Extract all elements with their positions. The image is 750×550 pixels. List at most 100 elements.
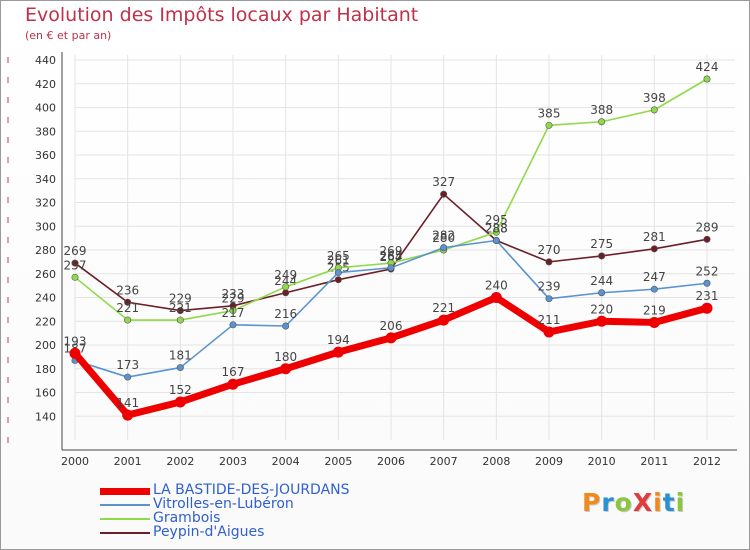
data-point <box>280 363 292 375</box>
data-label: 229 <box>222 292 245 306</box>
y-tick-label: 180 <box>35 363 56 376</box>
data-point <box>282 283 290 291</box>
data-label: 288 <box>485 222 508 236</box>
y-tick-label: 200 <box>35 339 56 352</box>
y-tick-label: 140 <box>35 410 56 423</box>
data-point <box>387 264 395 272</box>
data-label: 236 <box>116 283 139 297</box>
data-point <box>176 307 184 315</box>
x-tick-label: 2007 <box>430 455 458 468</box>
data-label: 249 <box>274 268 297 282</box>
chart-subtitle: (en € et par an) <box>25 29 112 42</box>
logo-letter: P <box>582 488 602 517</box>
data-label: 231 <box>696 289 719 303</box>
data-point <box>124 298 132 306</box>
data-label: 288 <box>485 222 508 236</box>
data-point <box>703 75 711 83</box>
data-point <box>69 347 81 359</box>
data-label: 270 <box>538 243 561 257</box>
legend-label: Grambois <box>153 510 221 526</box>
data-point <box>650 106 658 114</box>
data-label: 269 <box>64 244 87 258</box>
data-label: 206 <box>380 319 403 333</box>
data-point <box>174 396 186 408</box>
data-label: 281 <box>643 230 666 244</box>
data-label: 167 <box>222 365 245 379</box>
data-point <box>71 259 79 267</box>
x-tick-label: 2004 <box>272 455 300 468</box>
data-label: 265 <box>327 249 350 263</box>
logo-letter: r <box>601 488 615 517</box>
legend-swatch <box>100 518 150 520</box>
data-label: 229 <box>169 292 192 306</box>
data-point <box>650 285 658 293</box>
data-label: 221 <box>116 301 139 315</box>
data-point <box>440 190 448 198</box>
data-label: 141 <box>116 396 139 410</box>
logo-letter: i <box>675 488 686 517</box>
data-label: 193 <box>64 334 87 348</box>
y-tick-label: 440 <box>35 54 56 67</box>
data-point <box>334 269 342 277</box>
data-point <box>492 237 500 245</box>
data-point <box>703 235 711 243</box>
data-label: 221 <box>169 301 192 315</box>
data-point <box>440 244 448 252</box>
data-label: 424 <box>696 60 719 74</box>
data-label: 261 <box>327 254 350 268</box>
data-point <box>648 316 660 328</box>
data-point <box>543 326 555 338</box>
data-point <box>176 316 184 324</box>
data-point <box>650 245 658 253</box>
data-label: 289 <box>696 220 719 234</box>
y-tick-label: 400 <box>35 102 56 115</box>
x-tick-label: 2000 <box>61 455 89 468</box>
x-tick-label: 2011 <box>640 455 668 468</box>
data-label: 220 <box>590 302 613 316</box>
data-point <box>334 276 342 284</box>
data-label: 282 <box>432 229 455 243</box>
x-tick-label: 2006 <box>377 455 405 468</box>
logo-letter: X <box>632 488 654 517</box>
data-point <box>490 292 502 303</box>
data-label: 239 <box>538 280 561 294</box>
data-label: 388 <box>590 103 613 117</box>
data-label: 264 <box>380 250 403 264</box>
x-tick-label: 2001 <box>114 455 142 468</box>
data-point <box>229 321 237 329</box>
data-point <box>229 307 237 315</box>
data-point <box>596 315 608 327</box>
y-tick-label: 300 <box>35 220 56 233</box>
data-label: 244 <box>590 274 613 288</box>
data-label: 211 <box>538 313 561 327</box>
data-point <box>124 316 132 324</box>
data-point <box>332 346 344 358</box>
x-tick-label: 2010 <box>588 455 616 468</box>
chart-title: Evolution des Impôts locaux par Habitant <box>25 4 419 26</box>
data-label: 385 <box>538 106 561 120</box>
data-label: 194 <box>327 333 350 347</box>
data-label: 280 <box>432 231 455 245</box>
legend-swatch <box>100 504 150 506</box>
data-point <box>71 273 79 281</box>
data-point <box>545 258 553 266</box>
x-tick-label: 2005 <box>324 455 352 468</box>
y-tick-label: 340 <box>35 173 56 186</box>
x-tick-label: 2009 <box>535 455 563 468</box>
legend-label: LA BASTIDE-DES-JOURDANS <box>153 482 350 498</box>
proxiti-logo: ProXiti <box>582 488 685 517</box>
data-point <box>282 289 290 297</box>
data-point <box>598 289 606 297</box>
logo-letter: i <box>653 488 663 517</box>
data-label: 275 <box>590 237 613 251</box>
data-point <box>545 121 553 129</box>
data-point <box>124 373 132 381</box>
data-label: 265 <box>380 249 403 263</box>
legend-swatch <box>100 488 150 495</box>
data-point <box>545 295 553 303</box>
data-label: 257 <box>64 258 87 272</box>
data-label: 216 <box>274 307 297 321</box>
data-label: 180 <box>274 350 297 364</box>
